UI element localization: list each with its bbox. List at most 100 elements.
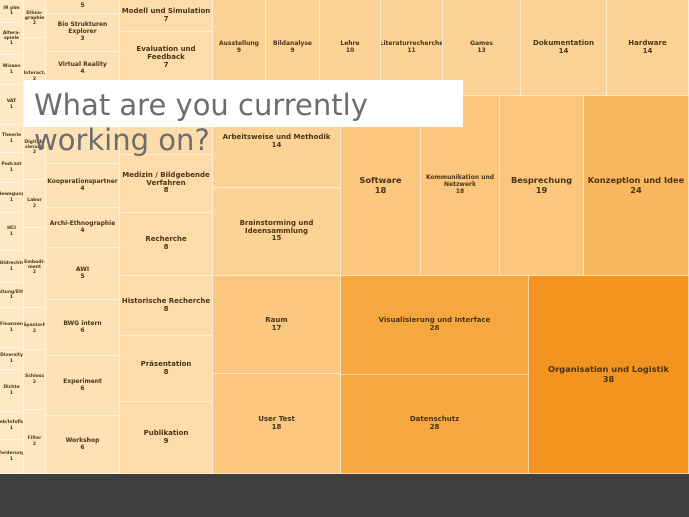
treemap-cell-label: Finanzen	[0, 322, 23, 328]
treemap-cell-value: 5	[80, 2, 85, 10]
treemap-cell-value: 1	[9, 104, 14, 110]
treemap-cell-label: Publikation	[143, 428, 189, 437]
treemap-cell-besprechung: Besprechung 19	[500, 96, 584, 276]
treemap-cell-value: 2	[32, 379, 37, 385]
treemap-cell-label: Bio Strukturen Explorer	[57, 21, 108, 36]
treemap-cell-value: 28	[429, 423, 440, 431]
treemap-cell-value: 9	[163, 436, 169, 445]
treemap-cell-diversity: Diversity 1	[0, 348, 24, 370]
treemap-cell-value: 1	[9, 69, 14, 75]
treemap-cell-label: Arbeitsweise und Methodik	[222, 132, 331, 141]
treemap-cell-embodi-ment: Embodi-ment 2	[24, 228, 46, 308]
treemap-cell-value: 4	[80, 226, 85, 234]
treemap-cell-label: Kommunikation und Netzwerk	[425, 174, 495, 189]
treemap-cell-value: 8	[163, 304, 169, 313]
treemap-cell-awi: AWI 5	[46, 248, 120, 300]
treemap-cell-value: 24	[630, 184, 642, 195]
treemap-cell-value: 2	[32, 270, 37, 276]
treemap-cell-label: Haltung/Ethik	[0, 289, 24, 295]
treemap-cell-modell-und-simulation: Modell und Simulation 7	[120, 0, 213, 32]
treemap-cell-label: VAT	[6, 99, 17, 105]
treemap-cell-value: 28	[429, 324, 440, 332]
footer-bar	[0, 474, 689, 517]
treemap-cell-label: Anforderungen	[0, 451, 24, 457]
treemap-cell-value: 4	[80, 184, 85, 192]
treemap-cell-label: Literaturrecherche	[381, 39, 443, 47]
treemap-cell-recherche: Recherche 8	[120, 213, 213, 276]
treemap-cell-label: User Test	[258, 414, 295, 423]
treemap-cell-value: 9	[236, 46, 242, 54]
treemap-cell-value: 4	[80, 67, 85, 75]
treemap-cell-label: Bildrechte	[0, 261, 24, 267]
treemap-cell-label: Wissen	[2, 64, 21, 70]
treemap-cell-label: Schloss	[24, 374, 45, 380]
treemap-cell-value: 17	[271, 323, 282, 332]
treemap-cell-dokumentation: Dokumentation 14	[521, 0, 607, 96]
treemap-cell-ethno-graphie: Ethno-graphie 2	[24, 0, 46, 38]
treemap-cell-value: 6	[80, 326, 85, 334]
treemap-cell-label: Modell und Simulation	[121, 6, 211, 15]
treemap-cell-experiment: Experiment 6	[46, 356, 120, 416]
treemap-cell-label: IR plm	[3, 5, 20, 11]
treemap-cell-label: Virtual Reality	[58, 60, 107, 68]
treemap-cell-label: Lehre	[340, 39, 360, 47]
treemap-cell-label: Bewegung	[0, 192, 24, 198]
treemap-cell-value: 8	[163, 243, 169, 251]
treemap-cell-bildrechte: Bildrechte 1	[0, 251, 24, 283]
treemap-chart: IR plm 1 Altera-spiele 1 Wissen 1 VAT 1 Theorie 1…	[0, 0, 689, 474]
treemap-cell-value: 2	[32, 328, 37, 334]
slide-question: What are you currently working on?	[34, 88, 368, 157]
treemap-cell-web-infoflow: Web/Infoflow1	[0, 412, 24, 440]
treemap-cell-brainstorming-und-ideensammlung: Brainstorming und Ideensammlung 15	[213, 188, 341, 276]
treemap-cell-digitali-sierung: Digitali-sierung 2	[24, 116, 46, 180]
treemap-cell-haltung-ethik: Haltung/Ethik1	[0, 283, 24, 308]
treemap-cell-value: 11	[407, 46, 416, 54]
treemap-cell-label: Datenschutz	[409, 415, 460, 424]
treemap-cell-value: 18	[455, 187, 465, 195]
treemap-cell-label: HCI	[7, 226, 16, 232]
treemap-cell-label: BWG intern	[63, 319, 102, 327]
treemap-cell-label: Präsentation	[140, 359, 192, 368]
treemap-cell-label: Dokumentation	[533, 38, 594, 47]
treemap-cell-user-test: User Test 18	[213, 374, 341, 474]
treemap-cell-value: 38	[602, 373, 615, 384]
treemap-cell-historische-recherche: Historische Recherche 8	[120, 276, 213, 336]
treemap-cell-value: 13	[477, 46, 486, 54]
treemap-cell-visualisierung-und-interface: Visualisierung und Interface 28	[341, 276, 529, 375]
treemap-cell-evaluation-und-feedback: Evaluation und Feedback 7	[120, 32, 213, 85]
treemap-cell-anforderungen: Anforderungen1	[0, 440, 24, 474]
treemap-cell-wissen: Wissen 1	[0, 55, 24, 85]
treemap-cell-value: 1	[9, 138, 14, 144]
question-box	[24, 80, 463, 127]
treemap-cell-filter: Filter 2	[24, 410, 46, 474]
treemap-cell-value: 2	[32, 150, 37, 156]
treemap-cell-value: 2	[32, 21, 37, 27]
treemap-cell-bewegung: Bewegung 1	[0, 183, 24, 213]
treemap-cell-label: Theorie	[1, 133, 22, 139]
treemap-cell-schloss: Schloss 2	[24, 350, 46, 410]
treemap-cell-publikation: Publikation 9	[120, 402, 213, 474]
treemap-cell-label: Historische Recherche	[121, 296, 211, 305]
treemap-cell-value: 3	[80, 34, 85, 42]
treemap-cell-label: Visualisierung und Interface	[378, 316, 491, 325]
treemap-cell-label: AWI	[75, 265, 90, 273]
treemap-cell-label: Digitali-sierung	[24, 139, 45, 150]
treemap-cell-value: 14	[558, 46, 569, 55]
treemap-cell-label: Organisation und Logistik	[548, 364, 669, 375]
treemap-cell-unlabeled: 5	[46, 0, 120, 14]
treemap-cell-label: Embodi-ment	[24, 259, 45, 270]
treemap-cell-value: 1	[9, 456, 14, 462]
treemap-cell-value: 1	[9, 327, 14, 333]
treemap-cell-label: Diversity	[0, 353, 23, 359]
treemap-cell-value: 2	[32, 441, 37, 447]
treemap-cell-label: Labor	[27, 198, 42, 204]
treemap-cell-value: 1	[9, 266, 14, 272]
treemap-cell-label: Podcast	[1, 162, 22, 168]
treemap-cell-value: 6	[80, 384, 85, 392]
treemap-cell-value: 15	[271, 234, 282, 243]
treemap-cell-medizin-bildgebende-verfahren: Medizin / Bildgebende Verfahren 8	[120, 155, 213, 213]
treemap-cell-label: Evaluation und Feedback	[136, 45, 196, 62]
treemap-cell-datenschutz: Datenschutz 28	[341, 375, 529, 474]
treemap-cell-altera-spiele: Altera-spiele 1	[0, 23, 24, 55]
treemap-cell-podcast: Podcast 1	[0, 153, 24, 183]
